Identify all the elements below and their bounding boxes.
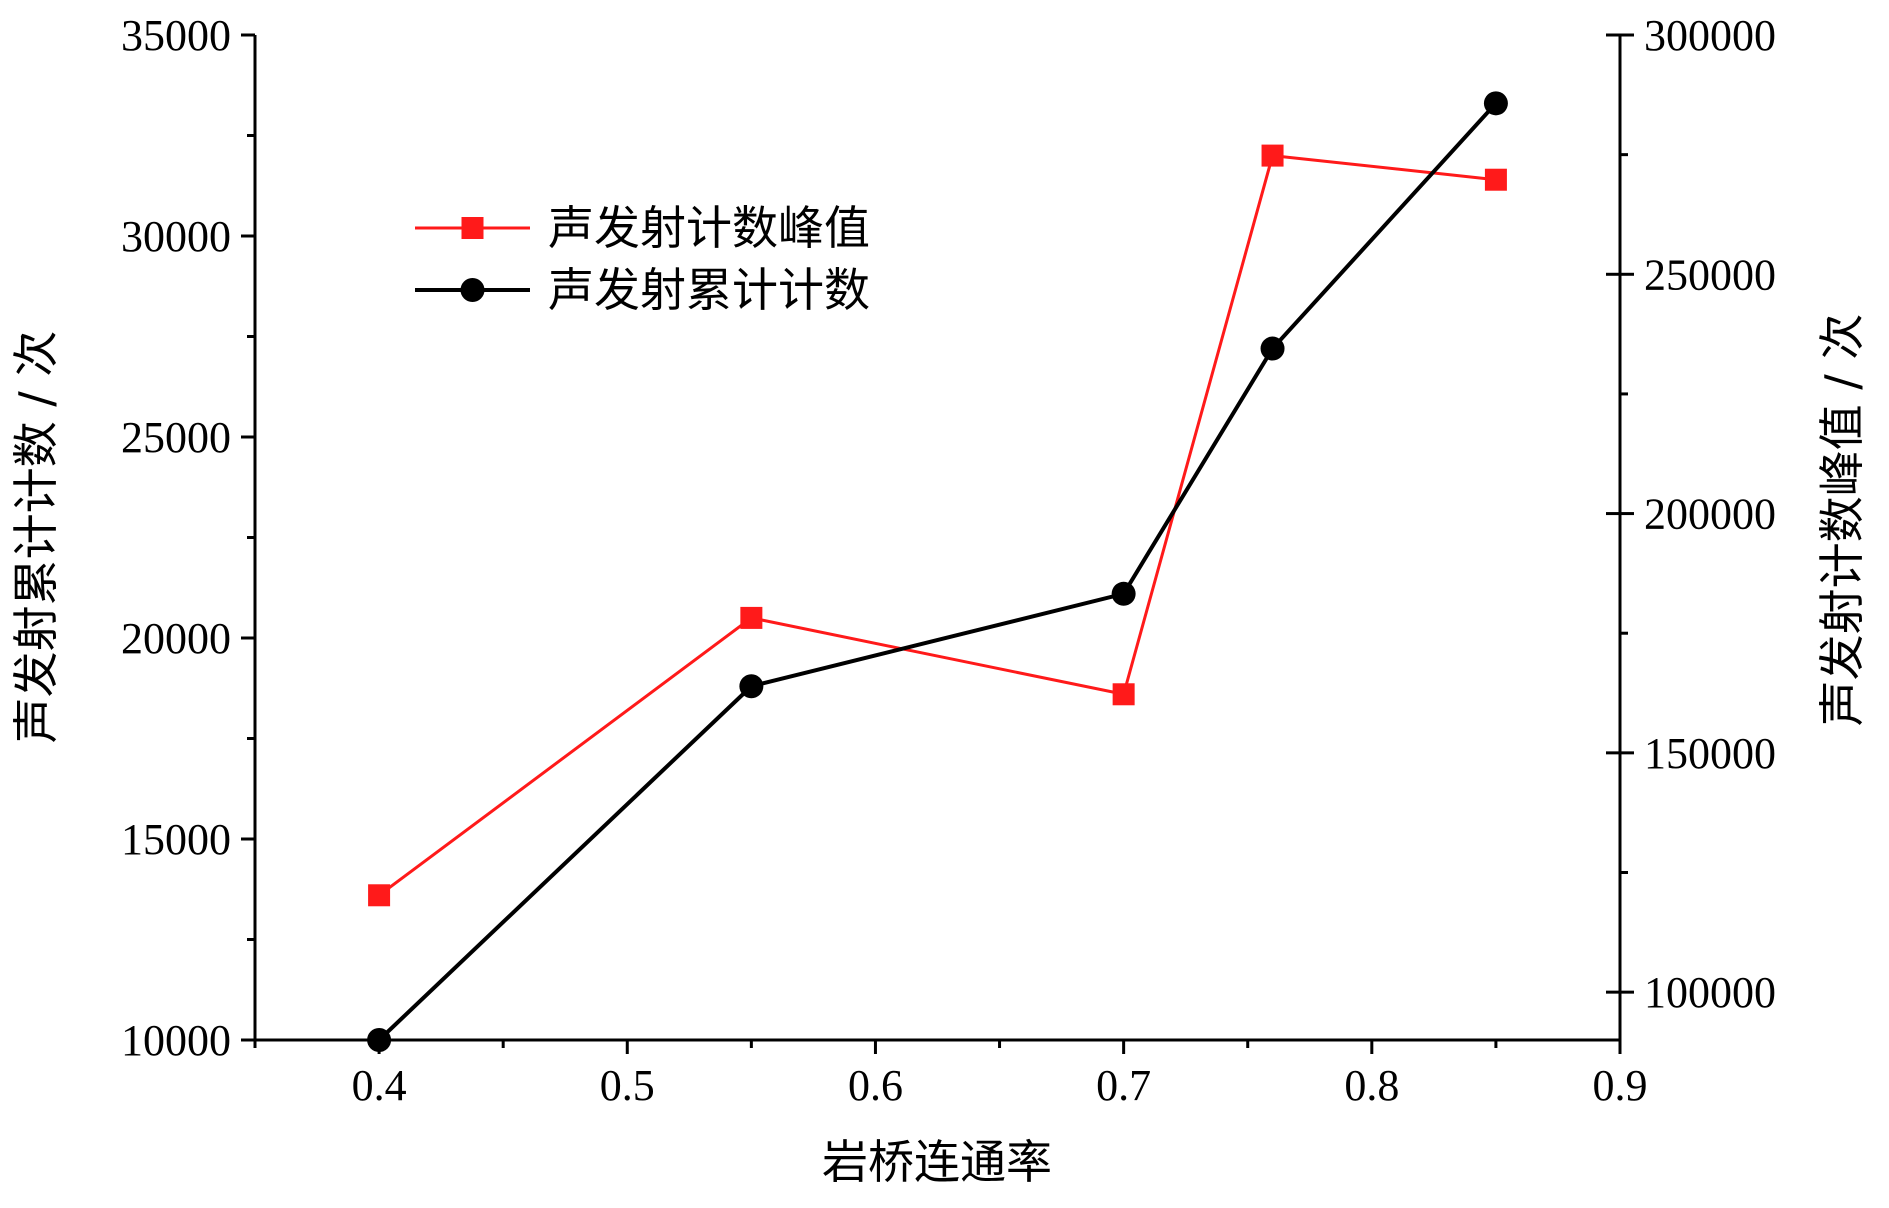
- series-layer: [367, 91, 1508, 1052]
- y-left-tick-label: 10000: [121, 1016, 231, 1065]
- data-point-circle: [1260, 336, 1285, 361]
- legend-marker-square: [461, 217, 484, 239]
- legend-label: 声发射累计计数: [548, 263, 870, 317]
- y-left-tick-label: 25000: [121, 413, 231, 462]
- y-axis-left-title: 声发射累计计数 / 次: [9, 331, 63, 744]
- x-tick-label: 0.6: [848, 1061, 903, 1110]
- data-point-square: [1484, 168, 1507, 191]
- x-axis-title: 岩桥连通率: [822, 1135, 1052, 1189]
- x-tick-label: 0.7: [1096, 1061, 1151, 1110]
- y-left-ticks-group: 10000 15000 20000 25000 30000 35000: [121, 11, 255, 1065]
- x-tick-label: 0.8: [1344, 1061, 1399, 1110]
- y-right-tick-label: 200000: [1644, 490, 1776, 539]
- y-right-tick-label: 100000: [1644, 968, 1776, 1017]
- x-tick-label: 0.4: [352, 1061, 407, 1110]
- legend-marker-circle: [460, 278, 485, 302]
- y-right-ticks-group: 100000 150000 200000 250000 300000: [1606, 11, 1776, 1017]
- data-point-circle: [367, 1028, 392, 1052]
- x-tick-label: 0.9: [1593, 1061, 1648, 1110]
- x-ticks-group: 0.4 0.5 0.6 0.7 0.8 0.9: [253, 1040, 1648, 1110]
- y-axis-right-title: 声发射计数峰值 / 次: [1815, 314, 1869, 727]
- y-left-tick-label: 15000: [121, 815, 231, 864]
- data-point-square: [740, 606, 763, 629]
- data-point-circle: [739, 674, 764, 699]
- data-point-square: [1261, 144, 1284, 167]
- y-left-tick-label: 35000: [121, 11, 231, 60]
- series-line-2: [377, 101, 1498, 1042]
- series-line-1: [378, 153, 1497, 897]
- data-point-circle: [1483, 91, 1508, 116]
- data-point-square: [1112, 683, 1135, 706]
- y-right-tick-label: 250000: [1644, 250, 1776, 299]
- y-left-tick-label: 30000: [121, 212, 231, 261]
- x-tick-label: 0.5: [600, 1061, 655, 1110]
- data-point-circle: [1111, 581, 1136, 606]
- y-right-tick-label: 150000: [1644, 729, 1776, 778]
- data-point-square: [368, 884, 391, 907]
- y-left-tick-label: 20000: [121, 614, 231, 663]
- legend-label: 声发射计数峰值: [548, 201, 870, 255]
- axes-group: [253, 35, 1622, 1042]
- y-right-tick-label: 300000: [1644, 11, 1776, 60]
